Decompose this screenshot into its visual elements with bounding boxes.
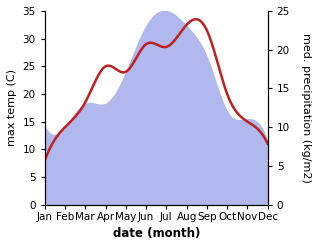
X-axis label: date (month): date (month) <box>113 227 200 240</box>
Y-axis label: max temp (C): max temp (C) <box>7 69 17 146</box>
Y-axis label: med. precipitation (kg/m2): med. precipitation (kg/m2) <box>301 33 311 183</box>
